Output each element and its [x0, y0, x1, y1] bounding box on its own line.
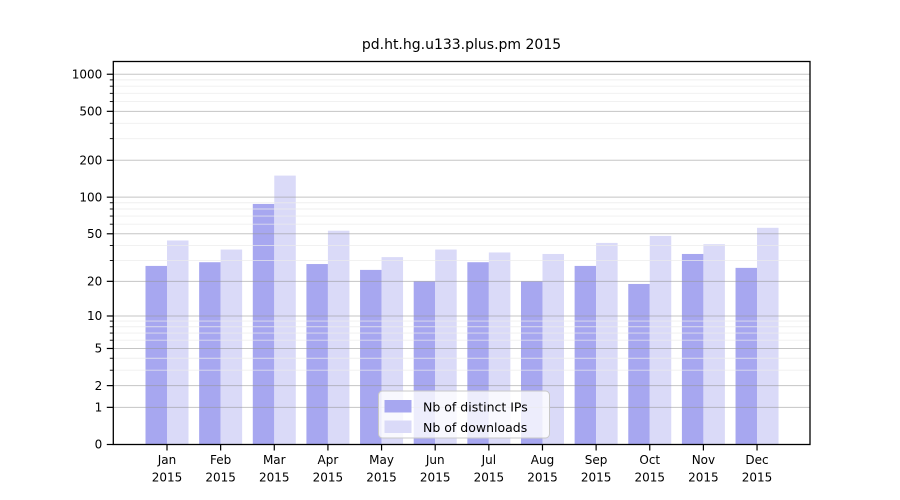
- bar: [360, 269, 382, 445]
- x-axis-tick-label-month: Mar: [263, 453, 286, 467]
- x-axis-tick-label-year: 2015: [474, 471, 505, 485]
- y-axis-tick-label: 10: [87, 309, 102, 323]
- legend-swatch-downloads: [384, 420, 412, 433]
- y-axis-tick-label: 1000: [72, 67, 103, 81]
- bar: [199, 262, 221, 445]
- legend-label-distinct-ips: Nb of distinct IPs: [423, 400, 528, 415]
- bar: [681, 253, 704, 445]
- bar: [628, 283, 650, 445]
- x-axis-tick-label-year: 2015: [527, 471, 558, 485]
- x-axis-tick-label-year: 2015: [366, 471, 397, 485]
- plot-border: [112, 60, 811, 446]
- y-axis-tick-label: 5: [95, 342, 103, 356]
- legend: Nb of distinct IPs Nb of downloads: [378, 390, 550, 439]
- bar: [252, 203, 275, 445]
- bar: [574, 265, 597, 445]
- y-axis-tick-label: 1: [95, 401, 103, 415]
- legend-box: [378, 390, 550, 439]
- bar: [703, 244, 725, 445]
- x-axis-tick-label-month: Jul: [481, 453, 496, 467]
- bar: [757, 227, 779, 445]
- y-axis-tick-label: 20: [87, 275, 102, 289]
- x-axis-tick-label-month: Nov: [692, 453, 715, 467]
- y-axis-tick-label: 50: [87, 227, 102, 241]
- x-axis-tick-label-month: Apr: [318, 453, 339, 467]
- y-axis-tick-label: 500: [79, 105, 102, 119]
- x-axis-tick-label-year: 2015: [259, 471, 290, 485]
- y-axis-tick-label: 200: [79, 153, 102, 167]
- x-axis-tick-label-month: Jun: [425, 453, 445, 467]
- legend-label-downloads: Nb of downloads: [423, 420, 527, 435]
- bar: [274, 175, 296, 445]
- x-axis: Jan 2015 Feb 2015 Mar 2015 Apr 2015 May 2015 Jun 20…: [152, 444, 773, 485]
- bar: [167, 240, 189, 445]
- legend-swatch-distinct-ips: [384, 400, 412, 413]
- x-axis-tick-label-month: Sep: [585, 453, 608, 467]
- y-axis-tick-label: 100: [79, 190, 102, 204]
- x-axis-tick-label-month: May: [369, 453, 394, 467]
- bar: [596, 242, 618, 445]
- y-axis-tick-label: 2: [95, 379, 103, 393]
- x-axis-tick-label-year: 2015: [313, 471, 344, 485]
- x-axis-tick-label-year: 2015: [688, 471, 719, 485]
- x-axis-tick-label-month: Dec: [745, 453, 768, 467]
- x-axis-tick-label-month: Jan: [157, 453, 177, 467]
- x-axis-tick-label-year: 2015: [420, 471, 451, 485]
- x-axis-tick-label-month: Feb: [210, 453, 231, 467]
- chart-title: pd.ht.hg.u133.plus.pm 2015: [361, 37, 562, 53]
- x-axis-tick-label-year: 2015: [581, 471, 612, 485]
- bar: [306, 264, 328, 445]
- x-axis-tick-label-year: 2015: [634, 471, 665, 485]
- bar: [220, 249, 243, 445]
- x-axis-tick-label-year: 2015: [205, 471, 236, 485]
- x-axis-tick-label-year: 2015: [152, 471, 183, 485]
- x-axis-tick-label-month: Oct: [639, 453, 660, 467]
- y-axis-tick-label: 0: [95, 438, 103, 452]
- bar: [735, 267, 758, 445]
- x-axis-tick-label-year: 2015: [742, 471, 773, 485]
- y-axis: 0 1 2 5 10 20 50 100 200 500 1000: [72, 67, 114, 452]
- bar: [327, 230, 350, 445]
- bar: [145, 265, 167, 445]
- x-axis-tick-label-month: Aug: [531, 453, 554, 467]
